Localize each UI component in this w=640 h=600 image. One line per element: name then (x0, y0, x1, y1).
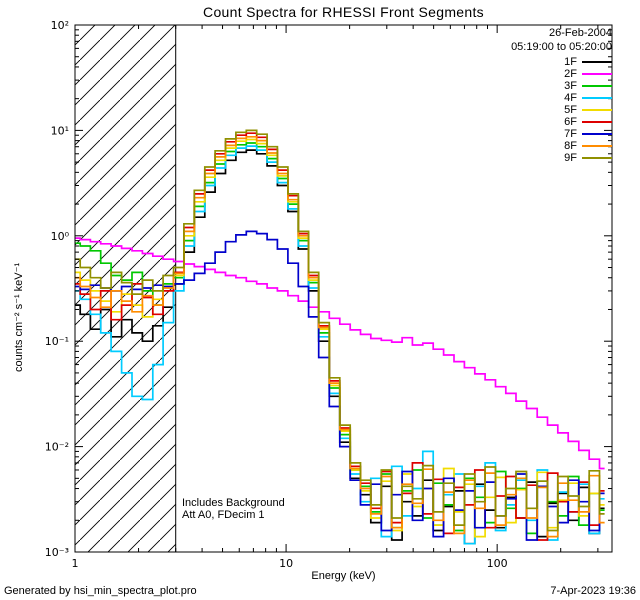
legend-entry-6F: 6F (511, 116, 612, 128)
legend-entry-line (582, 157, 612, 159)
y-tick-label: 10⁻¹ (45, 335, 69, 348)
tick-labels: 1 10 100 10² 10¹ 10⁰ 10⁻¹ 10⁻² 10⁻³ (45, 19, 508, 570)
x-tick-label: 100 (487, 557, 508, 570)
footer-timestamp: 7-Apr-2023 19:36 (550, 585, 636, 597)
footer-generator-text: Generated by hsi_min_spectra_plot.pro (4, 585, 197, 597)
legend-entry-label: 6F (564, 115, 577, 128)
legend-entry-label: 8F (564, 139, 577, 152)
y-tick-label: 10⁰ (51, 230, 70, 243)
legend-entry-label: 4F (564, 91, 577, 104)
x-axis-label: Energy (keV) (311, 570, 376, 582)
legend-entry-label: 3F (564, 79, 577, 92)
legend-entry-label: 1F (564, 55, 577, 68)
y-axis-label: counts cm⁻² s⁻¹ keV⁻¹ (13, 262, 25, 372)
page-title: Count Spectra for RHESSI Front Segments (203, 4, 484, 20)
axis-ticks (74, 24, 612, 553)
legend-entry-line (582, 145, 612, 147)
series-group (75, 129, 605, 545)
legend-entry-line (582, 109, 612, 111)
legend-entry-line (582, 61, 612, 63)
y-tick-label: 10¹ (51, 124, 69, 137)
legend-entry-label: 7F (564, 127, 577, 140)
legend-entry-8F: 8F (511, 140, 612, 152)
legend-entry-line (582, 73, 612, 75)
legend-entry-line (582, 97, 612, 99)
x-tick-label: 1 (72, 557, 79, 570)
legend-entry-label: 2F (564, 67, 577, 80)
legend-date: 26-Feb-2004 (549, 27, 612, 39)
y-tick-label: 10² (51, 19, 69, 32)
y-tick-label: 10⁻² (45, 441, 69, 454)
legend-entry-line (582, 121, 612, 123)
legend-entries: 1F 2F 3F 4F 5F 6F 7F 8F 9F (511, 56, 612, 164)
legend-entry-line (582, 85, 612, 87)
legend-entry-label: 5F (564, 103, 577, 116)
legend: 26-Feb-2004 05:19:00 to 05:20:00 1F 2F 3F 4… (511, 27, 612, 164)
legend-entry-line (582, 133, 612, 135)
series-9F (75, 129, 605, 532)
y-tick-label: 10⁻³ (45, 546, 69, 559)
legend-entry-1F: 1F (511, 56, 612, 68)
plot-border (74, 24, 613, 553)
series-2F (75, 237, 605, 470)
annotation-attenuator-state: Att A0, FDecim 1 (182, 509, 265, 521)
x-tick-label: 10 (279, 557, 293, 570)
legend-entry-7F: 7F (511, 128, 612, 140)
annotation-includes-background: Includes Background (182, 497, 285, 509)
attenuator-hatch-region (75, 25, 176, 552)
legend-entry-5F: 5F (511, 104, 612, 116)
legend-entry-9F: 9F (511, 152, 612, 164)
legend-entry-3F: 3F (511, 80, 612, 92)
legend-entry-label: 9F (564, 151, 577, 164)
legend-entry-2F: 2F (511, 68, 612, 80)
legend-entry-4F: 4F (511, 92, 612, 104)
legend-time-range: 05:19:00 to 05:20:00 (511, 41, 612, 53)
